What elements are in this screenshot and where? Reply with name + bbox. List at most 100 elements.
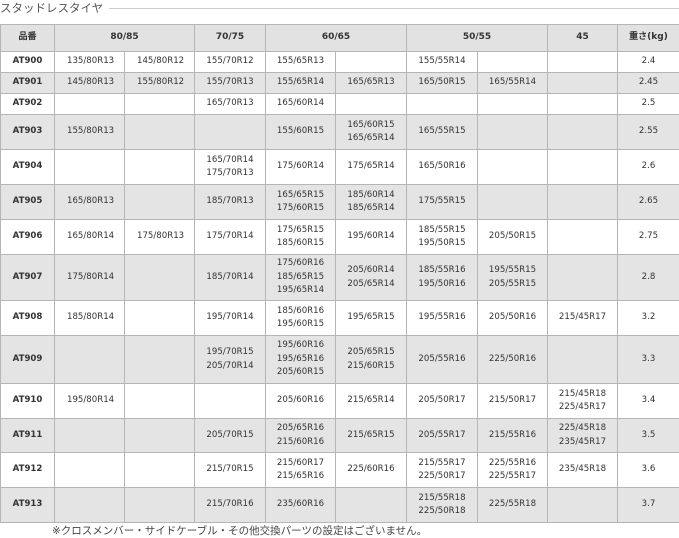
tire-size: 195/55R15 (488, 265, 537, 275)
tire-size: 215/60R16 (276, 436, 325, 447)
tire-size-cell: 195/80R14 (54, 383, 125, 419)
tire-size-cell: 165/65R15 175/60R15 (265, 184, 336, 220)
tire-size-cell: 215/55R17 225/50R17 (406, 452, 478, 488)
table-row: AT907 175/80R14 185/70R14 175/60R16 185/65R1… (0, 254, 679, 301)
tire-size-cell: 155/80R13 (54, 114, 125, 150)
tire-size: 165/70R13 (206, 98, 254, 109)
tire-size-cell: 195/70R14 (194, 300, 266, 336)
tire-size-cell: 195/60R16 195/65R16 205/60R15 (265, 335, 336, 384)
tire-size: 185/65R15 (276, 271, 325, 282)
tire-size: 195/70R15 (206, 347, 254, 357)
part-number: AT912 (0, 452, 55, 488)
tire-size-cell (547, 219, 618, 255)
tire-size: 175/65R15 (276, 224, 325, 235)
weight: 2.6 (617, 149, 679, 185)
part-number: AT901 (0, 72, 55, 94)
tire-size: 205/60R14 (347, 265, 395, 275)
tire-size: 175/55R15 (418, 196, 466, 207)
tire-size: 225/55R18 (488, 499, 537, 510)
part-number: AT900 (0, 51, 55, 73)
tire-size-cell (124, 335, 195, 384)
tire-size-cell: 225/60R16 (335, 452, 407, 488)
tire-size: 205/60R15 (276, 367, 325, 378)
weight: 3.2 (617, 300, 679, 336)
tire-size-cell: 235/60R16 (265, 487, 336, 523)
section-header: スタッドレスタイヤ (0, 0, 679, 16)
tire-size-cell: 165/70R13 (194, 93, 266, 115)
tire-size: 185/80R14 (67, 312, 115, 323)
tire-size-cell: 175/55R15 (406, 184, 478, 220)
table-row: AT904 165/70R14 175/70R13 175/60R14 175/65R1… (0, 149, 679, 185)
tire-size-cell (547, 114, 618, 150)
tire-size: 215/70R15 (206, 464, 254, 475)
tire-size-cell (194, 114, 266, 150)
tire-size-cell: 195/65R15 (335, 300, 407, 336)
tire-size-cell: 205/65R15 215/60R15 (335, 335, 407, 384)
tire-size: 175/80R13 (137, 231, 185, 242)
tire-size: 155/80R13 (67, 126, 115, 137)
tire-size-cell: 175/65R15 185/60R15 (265, 219, 336, 255)
part-number: AT908 (0, 300, 55, 336)
tire-size-cell (477, 93, 548, 115)
tire-size: 205/65R16 (276, 423, 325, 433)
tire-size: 175/60R14 (276, 161, 325, 172)
tire-size: 165/60R14 (276, 98, 325, 109)
tire-size-cell (124, 300, 195, 336)
header-50-55: 50/55 (406, 24, 548, 52)
tire-size-cell: 145/80R12 (124, 51, 195, 73)
weight: 2.45 (617, 72, 679, 94)
tire-size-cell: 155/80R12 (124, 72, 195, 94)
divider (109, 7, 679, 9)
tire-size-cell (54, 452, 125, 488)
tire-size: 215/65R15 (347, 429, 395, 440)
tire-size-cell (124, 383, 195, 419)
tire-size: 215/55R18 (418, 492, 466, 503)
weight: 2.4 (617, 51, 679, 73)
tire-size-cell: 185/55R15 195/50R15 (406, 219, 478, 255)
tire-size-cell: 185/60R14 185/65R14 (335, 184, 407, 220)
tire-size: 185/60R14 (347, 189, 395, 200)
tire-size: 165/80R14 (67, 231, 115, 242)
tire-size: 165/65R13 (347, 77, 395, 88)
table-row: AT913 215/70R16 235/60R16 215/55R18 225/50R1… (0, 487, 679, 523)
tire-size: 225/50R17 (418, 471, 466, 481)
tire-size-cell: 165/60R14 (265, 93, 336, 115)
footnote: ※クロスメンバー・サイドケーブル・その他交換パーツの設定はございません。 (52, 525, 428, 537)
tire-size: 205/65R15 (347, 347, 395, 357)
part-number: AT902 (0, 93, 55, 115)
tire-size: 155/70R12 (206, 56, 254, 67)
tire-size: 205/55R17 (418, 429, 466, 440)
tire-size-cell: 135/80R13 (54, 51, 125, 73)
header-row: 品番 80/85 70/75 60/65 50/55 45 重さ(kg) (0, 24, 679, 52)
tire-size: 215/60R17 (276, 457, 325, 468)
tire-size: 155/65R13 (276, 56, 325, 67)
tire-size: 175/65R14 (347, 161, 395, 172)
part-number: AT907 (0, 254, 55, 301)
tire-size: 165/55R14 (488, 77, 537, 88)
part-number: AT906 (0, 219, 55, 255)
tire-size-cell: 205/50R15 (477, 219, 548, 255)
tire-size-cell: 165/50R16 (406, 149, 478, 185)
tire-size: 235/45R18 (558, 464, 607, 475)
tire-size-cell (547, 254, 618, 301)
tire-size: 215/70R16 (206, 499, 254, 510)
tire-size-cell (54, 335, 125, 384)
tire-size-cell: 175/60R16 185/65R15 195/65R14 (265, 254, 336, 301)
tire-size: 205/50R17 (418, 395, 466, 406)
tire-size: 195/60R14 (347, 231, 395, 242)
tire-size: 165/70R14 (206, 154, 254, 165)
tire-size: 205/60R16 (276, 395, 325, 406)
tire-size: 195/50R15 (418, 238, 466, 248)
tire-size-cell: 225/55R18 (477, 487, 548, 523)
tire-size: 185/60R15 (276, 238, 325, 248)
tire-size-cell: 195/55R15 205/55R15 (477, 254, 548, 301)
part-number: AT905 (0, 184, 55, 220)
tire-size: 225/45R17 (558, 402, 607, 412)
tire-size: 235/60R16 (276, 499, 325, 510)
tire-size: 155/70R13 (206, 77, 254, 88)
tire-size-cell: 155/65R13 (265, 51, 336, 73)
tire-size-cell: 165/80R13 (54, 184, 125, 220)
part-number: AT913 (0, 487, 55, 523)
tire-size-cell: 185/80R14 (54, 300, 125, 336)
tire-size-cell (124, 149, 195, 185)
